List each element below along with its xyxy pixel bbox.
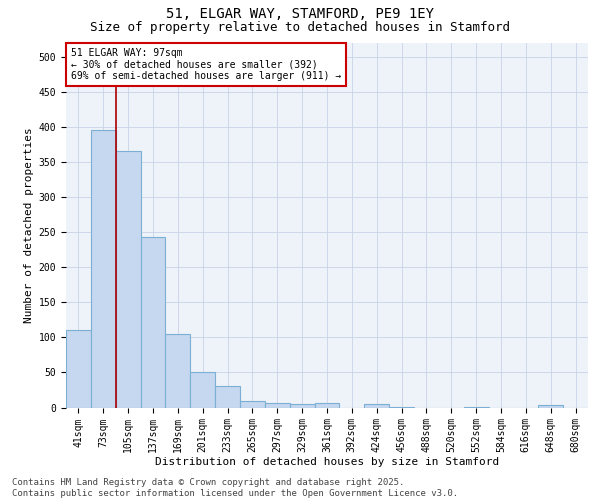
Text: 51 ELGAR WAY: 97sqm
← 30% of detached houses are smaller (392)
69% of semi-detac: 51 ELGAR WAY: 97sqm ← 30% of detached ho… (71, 48, 341, 81)
X-axis label: Distribution of detached houses by size in Stamford: Distribution of detached houses by size … (155, 456, 499, 466)
Bar (290, 404, 314, 407)
Bar (240, 401, 265, 407)
Bar (91, 130, 116, 407)
Bar (389, 407, 414, 408)
Bar (314, 404, 340, 407)
Bar (215, 386, 240, 407)
Bar (166, 334, 190, 407)
Text: 51, ELGAR WAY, STAMFORD, PE9 1EY: 51, ELGAR WAY, STAMFORD, PE9 1EY (166, 8, 434, 22)
Bar (364, 404, 389, 407)
Bar (66, 330, 91, 407)
Bar (140, 237, 166, 408)
Bar (464, 407, 488, 408)
Text: Contains HM Land Registry data © Crown copyright and database right 2025.
Contai: Contains HM Land Registry data © Crown c… (12, 478, 458, 498)
Y-axis label: Number of detached properties: Number of detached properties (25, 127, 34, 323)
Bar (116, 152, 140, 408)
Bar (190, 372, 215, 408)
Bar (265, 402, 290, 407)
Text: Size of property relative to detached houses in Stamford: Size of property relative to detached ho… (90, 21, 510, 34)
Bar (538, 406, 563, 407)
